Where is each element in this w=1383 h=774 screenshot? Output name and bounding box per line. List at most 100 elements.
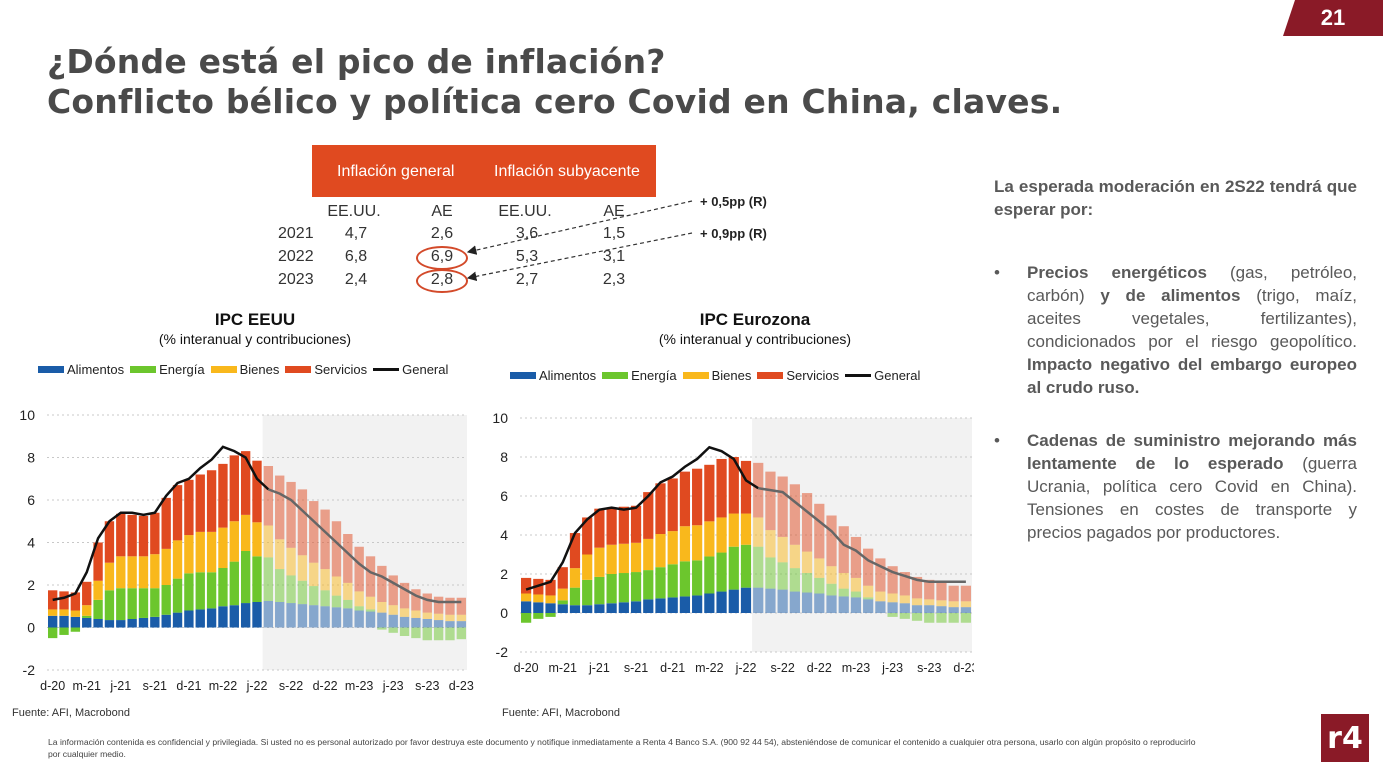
row-year-2022: 2022 xyxy=(278,248,314,265)
bar-bienes xyxy=(104,562,115,591)
legend-item: Energía xyxy=(130,362,205,377)
legend-item: Servicios xyxy=(285,362,367,377)
bar-energia xyxy=(127,588,137,619)
bar-bienes xyxy=(838,573,849,589)
bar-servicios xyxy=(184,479,194,536)
bar-energia xyxy=(411,627,421,639)
bar-bienes xyxy=(320,569,330,591)
bar-alimentos xyxy=(331,607,342,628)
bar-energia xyxy=(388,627,398,633)
bar-alimentos xyxy=(533,602,544,613)
bar-bienes xyxy=(388,605,398,615)
legend-item: General xyxy=(845,368,920,383)
bar-servicios xyxy=(388,575,398,606)
bar-bienes xyxy=(59,609,69,616)
page-number-badge: 21 xyxy=(1283,0,1383,36)
bar-alimentos xyxy=(59,615,69,628)
bar-alimentos xyxy=(93,619,103,628)
bar-energia xyxy=(286,575,296,604)
bar-servicios xyxy=(557,567,568,589)
line-general xyxy=(52,445,270,602)
bar-energia xyxy=(172,578,183,613)
bar-alimentos xyxy=(48,615,58,628)
bar-bienes xyxy=(924,599,935,606)
panel-intro: La esperada moderación en 2S22 tendrá qu… xyxy=(994,177,1357,219)
bar-servicios xyxy=(411,589,421,611)
bar-bienes xyxy=(533,594,544,603)
legend-swatch-servicios xyxy=(285,366,312,373)
x-tick-label: s-23 xyxy=(917,661,941,675)
bar-alimentos xyxy=(667,597,678,613)
bar-bienes xyxy=(127,556,137,589)
bar-energia xyxy=(104,590,115,621)
arrow-2022 xyxy=(466,200,693,255)
x-tick-label: m-22 xyxy=(695,661,724,675)
bar-servicios xyxy=(240,451,251,515)
legend-label: Servicios xyxy=(786,368,840,383)
bar-bienes xyxy=(286,547,296,576)
bar-servicios xyxy=(618,506,629,544)
bar-servicios xyxy=(704,464,715,522)
bar-servicios xyxy=(297,489,308,556)
bar-servicios xyxy=(728,457,739,514)
bar-servicios xyxy=(777,476,788,537)
bar-servicios xyxy=(740,460,752,514)
bar-alimentos xyxy=(765,588,776,613)
bar-energia xyxy=(630,572,642,602)
bar-alimentos xyxy=(850,597,862,613)
bar-bienes xyxy=(195,531,205,573)
bar-energia xyxy=(354,606,364,611)
bar-bienes xyxy=(275,539,285,570)
bar-energia xyxy=(887,613,898,617)
bar-alimentos xyxy=(354,610,364,628)
bar-servicios xyxy=(826,515,837,567)
bar-energia xyxy=(582,579,593,606)
bar-alimentos xyxy=(127,619,137,628)
bullet-text-bold: Impacto negativo del embargo europeo al … xyxy=(1027,355,1357,397)
x-tick-label: d-21 xyxy=(660,661,685,675)
bar-servicios xyxy=(521,577,532,594)
bar-alimentos xyxy=(286,603,296,628)
bar-servicios xyxy=(82,581,92,606)
x-tick-label: d-23 xyxy=(953,661,974,675)
bar-bienes xyxy=(433,613,444,621)
bar-bienes xyxy=(422,612,432,619)
x-tick-label: d-22 xyxy=(313,679,338,693)
bar-servicios xyxy=(863,548,874,586)
bar-energia xyxy=(716,552,727,592)
legend-label: Alimentos xyxy=(539,368,597,383)
x-tick-label: s-23 xyxy=(415,679,439,693)
y-tick-label: 0 xyxy=(500,605,508,621)
legend-item: General xyxy=(373,362,448,377)
x-tick-label: s-21 xyxy=(143,679,167,693)
bar-alimentos xyxy=(195,609,205,628)
bar-energia xyxy=(594,576,605,605)
bar-energia xyxy=(863,597,874,600)
bar-alimentos xyxy=(422,619,432,628)
bar-bienes xyxy=(365,596,376,610)
bar-servicios xyxy=(70,592,81,611)
chart-us-legend: Alimentos Energía Bienes Servicios Gener… xyxy=(38,362,454,377)
bar-bienes xyxy=(138,556,149,589)
bar-energia xyxy=(569,587,581,606)
logo-text: r4 xyxy=(1327,720,1363,756)
bar-alimentos xyxy=(960,607,971,613)
bar-bienes xyxy=(936,600,947,607)
bar-bienes xyxy=(887,593,898,603)
bar-bienes xyxy=(557,588,568,601)
bar-alimentos xyxy=(594,604,605,613)
bar-bienes xyxy=(240,514,251,551)
bar-bienes xyxy=(93,580,103,600)
bar-servicios xyxy=(850,536,862,578)
legend-item: Energía xyxy=(602,368,677,383)
bar-servicios xyxy=(838,526,849,574)
bar-alimentos xyxy=(399,616,410,628)
bar-energia xyxy=(138,588,149,618)
x-tick-label: m-22 xyxy=(209,679,238,693)
bar-servicios xyxy=(875,558,886,592)
table-cell: 3,1 xyxy=(602,248,626,265)
bar-energia xyxy=(399,627,410,636)
bar-servicios xyxy=(104,521,115,563)
bar-energia xyxy=(161,585,171,615)
bar-alimentos xyxy=(263,600,274,628)
